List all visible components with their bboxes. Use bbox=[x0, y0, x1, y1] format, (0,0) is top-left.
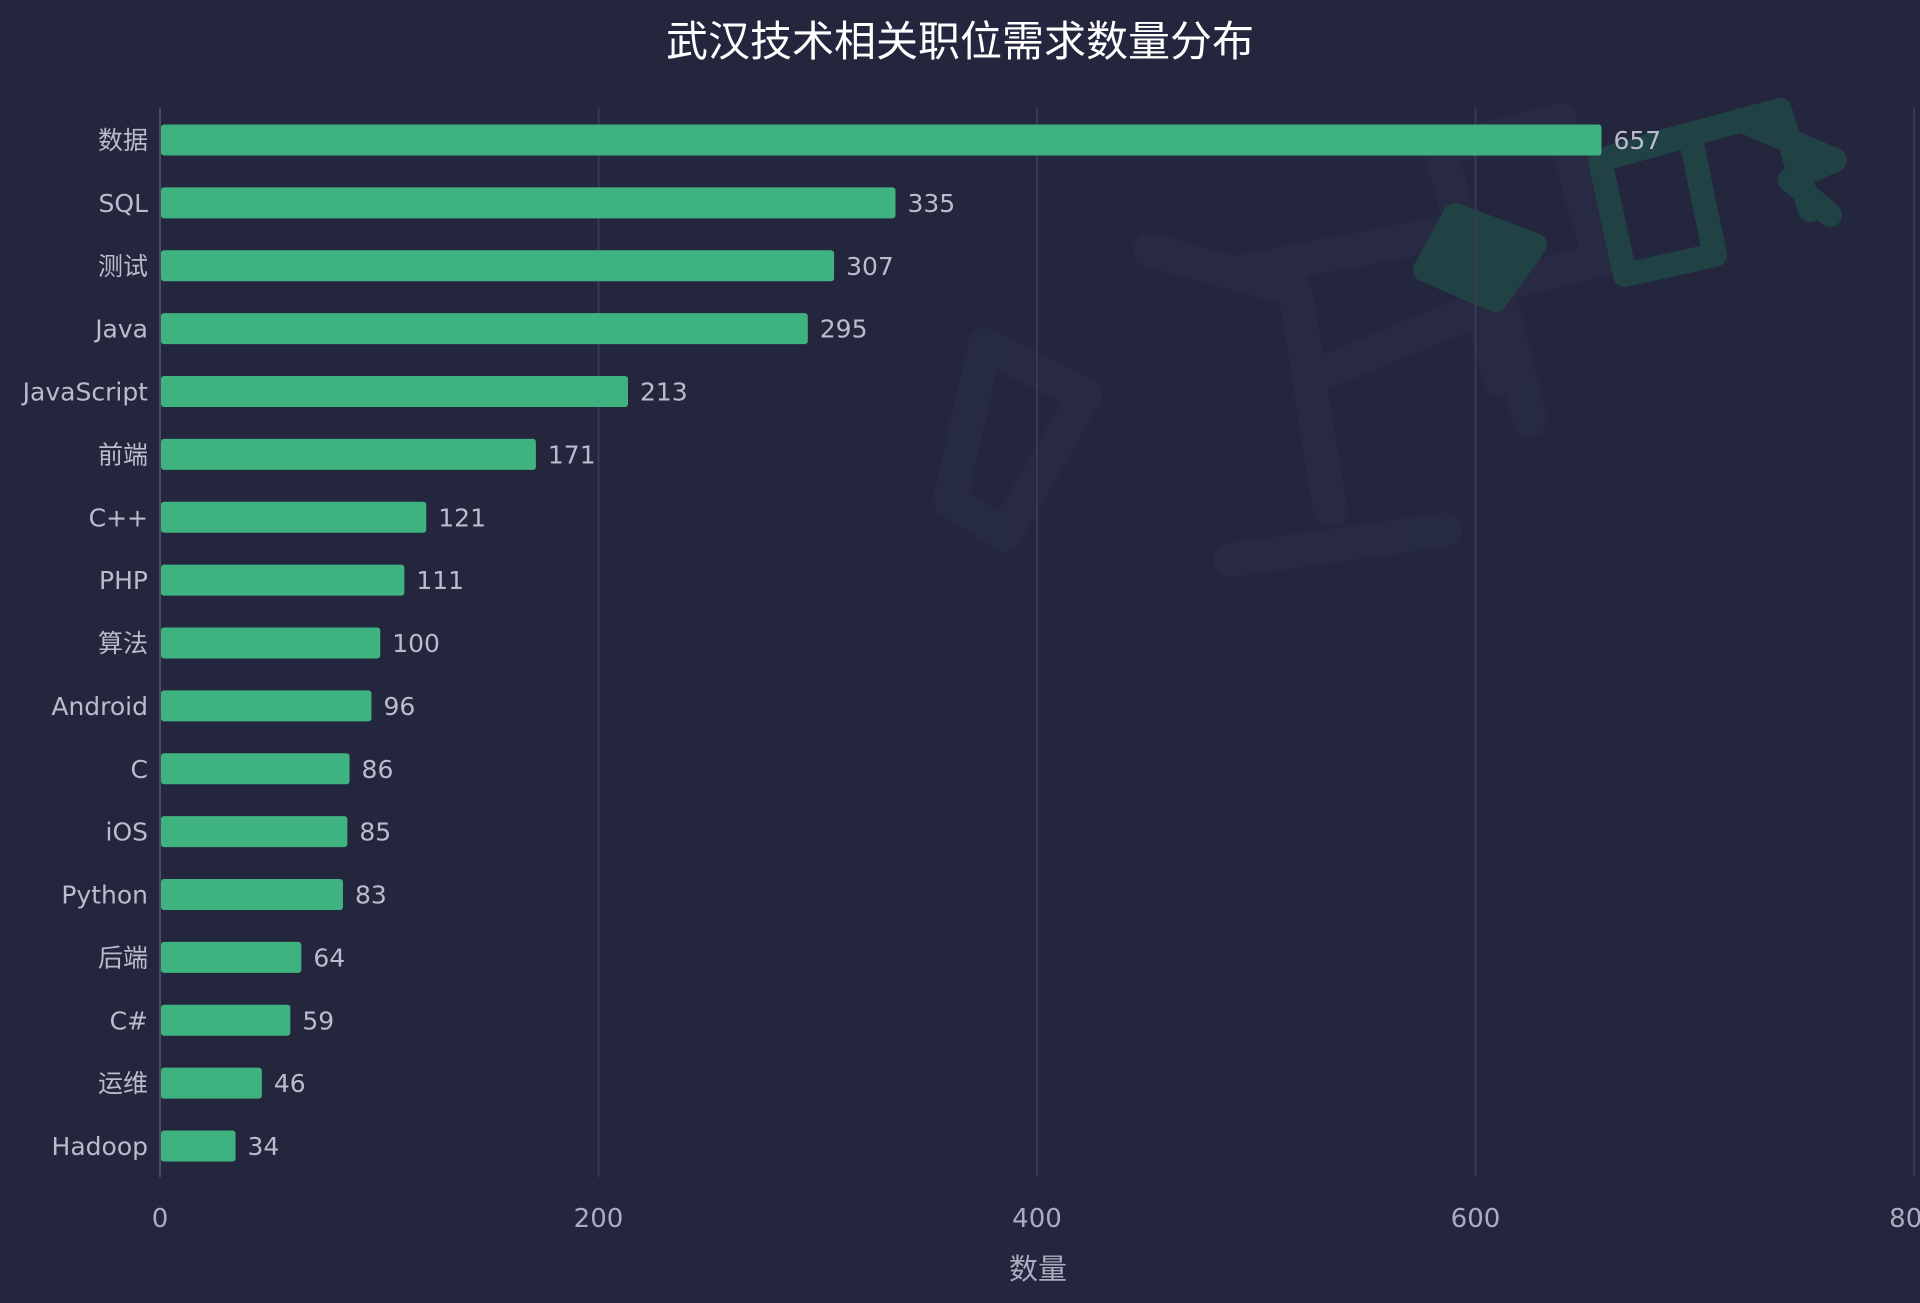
value-label: 121 bbox=[438, 503, 486, 532]
category-label: Hadoop bbox=[52, 1132, 148, 1161]
value-label: 100 bbox=[392, 629, 440, 658]
category-label: PHP bbox=[99, 566, 148, 595]
value-label: 86 bbox=[362, 755, 394, 784]
value-label: 83 bbox=[355, 881, 387, 910]
value-label: 657 bbox=[1613, 126, 1661, 155]
category-label: 后端 bbox=[98, 943, 148, 972]
x-tick-label: 0 bbox=[152, 1204, 169, 1234]
category-label: Java bbox=[93, 315, 148, 344]
bar bbox=[161, 1067, 262, 1099]
category-label: 算法 bbox=[98, 629, 148, 658]
bar bbox=[161, 187, 896, 219]
bar bbox=[161, 564, 405, 596]
value-label: 64 bbox=[313, 943, 345, 972]
bar bbox=[161, 1004, 291, 1036]
value-label: 295 bbox=[820, 315, 868, 344]
category-label: JavaScript bbox=[21, 378, 149, 407]
bar bbox=[161, 753, 350, 785]
bar bbox=[161, 438, 536, 470]
value-label: 96 bbox=[383, 692, 415, 721]
bar bbox=[161, 250, 835, 282]
bar bbox=[161, 376, 629, 407]
value-label: 85 bbox=[359, 818, 391, 847]
category-label: iOS bbox=[106, 818, 149, 847]
bar bbox=[161, 941, 302, 973]
chart-title: 武汉技术相关职位需求数量分布 bbox=[666, 17, 1254, 66]
category-label: Python bbox=[61, 881, 148, 910]
category-label: 运维 bbox=[98, 1069, 148, 1098]
bar bbox=[161, 816, 348, 848]
x-axis-ticks: 0 200 400 600 800 bbox=[152, 1204, 1920, 1234]
category-labels: 数据 SQL 测试 Java JavaScript 前端 C++ PHP 算法 Android Ci… bbox=[21, 126, 149, 1161]
x-tick-label: 400 bbox=[1012, 1204, 1062, 1234]
bar bbox=[161, 627, 381, 659]
value-label: 46 bbox=[274, 1069, 306, 1098]
category-label: C++ bbox=[89, 503, 148, 532]
category-label: C bbox=[131, 755, 148, 784]
x-tick-label: 800 bbox=[1889, 1204, 1920, 1234]
value-labels: 657 335 307 295 213 171 121 111 100 96 86 85 83 64 59 4… bbox=[248, 126, 1662, 1161]
value-label: 34 bbox=[248, 1132, 280, 1161]
value-label: 171 bbox=[548, 440, 596, 469]
value-label: 59 bbox=[302, 1006, 334, 1035]
bar bbox=[161, 1130, 236, 1162]
category-label: 数据 bbox=[98, 126, 148, 155]
bar bbox=[161, 690, 372, 722]
value-label: 307 bbox=[846, 252, 894, 281]
category-label: SQL bbox=[99, 189, 149, 218]
category-label: C# bbox=[110, 1006, 148, 1035]
value-label: 111 bbox=[416, 566, 464, 595]
bar bbox=[161, 124, 1602, 156]
category-label: 测试 bbox=[98, 252, 148, 281]
bar bbox=[161, 501, 427, 533]
value-label: 335 bbox=[907, 189, 955, 218]
x-axis-title: 数量 bbox=[1009, 1252, 1067, 1286]
category-label: Android bbox=[51, 692, 148, 721]
category-label: 前端 bbox=[98, 440, 148, 469]
bar bbox=[161, 879, 343, 910]
x-tick-label: 600 bbox=[1451, 1204, 1501, 1234]
value-label: 213 bbox=[640, 378, 688, 407]
watermark-logo bbox=[933, 98, 1847, 577]
gridlines bbox=[597, 108, 1915, 1177]
bars bbox=[161, 124, 1602, 1162]
bar bbox=[161, 313, 808, 345]
x-tick-label: 200 bbox=[574, 1204, 624, 1234]
